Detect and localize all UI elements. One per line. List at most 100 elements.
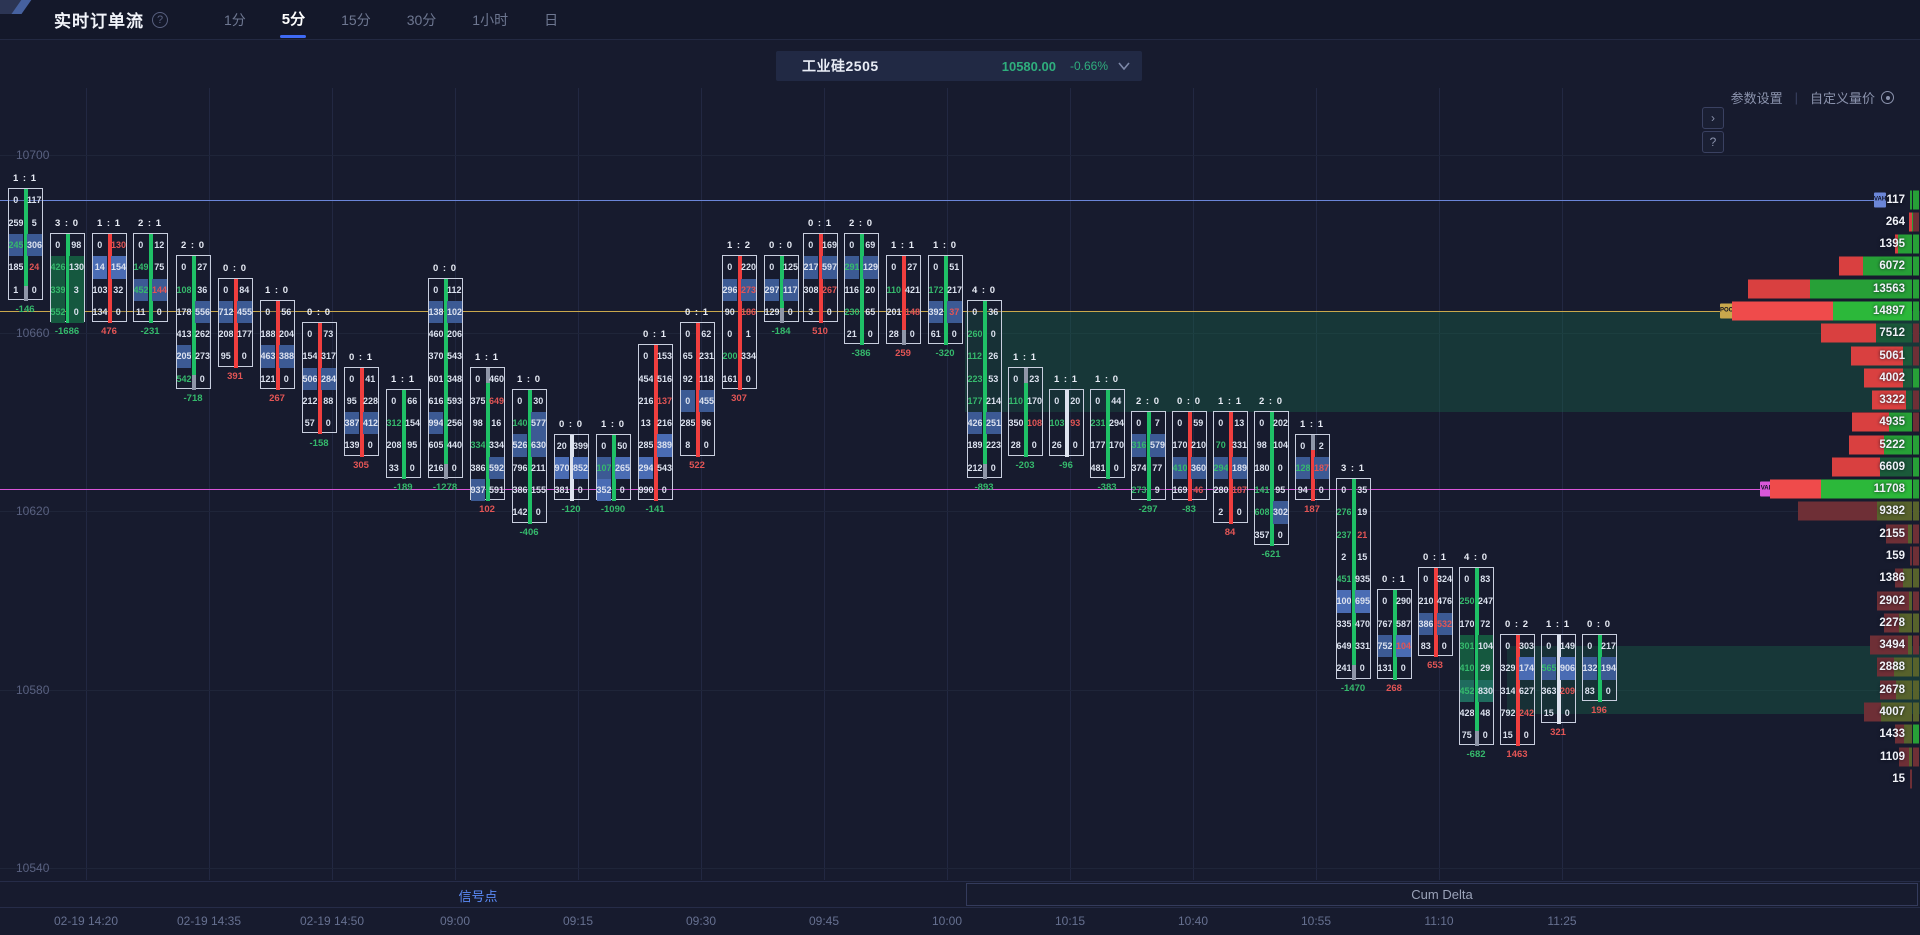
volume-profile-bar-buy (1821, 479, 1912, 499)
volume-profile-bar-sell (1884, 613, 1900, 633)
candle-wick (444, 464, 448, 480)
bid-cell: 95 (220, 351, 231, 362)
tab-timeframe-4[interactable]: 1小时 (472, 11, 509, 28)
cum-delta-panel: Cum Delta (966, 883, 1918, 906)
candle-delta: 187 (1304, 504, 1320, 516)
volume-profile-bar-buy (1895, 680, 1912, 700)
ask-cell: 202 (1273, 418, 1288, 429)
bid-cell: 0 (138, 239, 144, 250)
bid-cell: 792 (1500, 707, 1516, 718)
candle-direction-line (402, 389, 406, 480)
ask-cell: 137 (657, 395, 672, 406)
candle-direction-line (1393, 590, 1397, 680)
volume-profile-value: 4935 (1879, 416, 1905, 429)
candle-footprint: 0 84 712 455 208 177 95 0 (217, 277, 253, 368)
tab-timeframe-2[interactable]: 15分 (341, 11, 371, 28)
candle-header: 1 : 1 (1217, 396, 1243, 408)
volume-profile-value: 6609 (1879, 460, 1905, 473)
candle-header: 2 : 0 (1135, 396, 1161, 408)
tab-timeframe-5[interactable]: 日 (544, 11, 559, 28)
candle-header: 1 : 1 (890, 240, 916, 252)
panel-help-button[interactable]: ? (1702, 131, 1724, 153)
candle-header: 0 : 1 (642, 329, 668, 341)
settings-button[interactable]: 参数设置 (1730, 91, 1783, 106)
candle-direction-line (780, 256, 784, 324)
instrument-price: 10580.00 (1001, 58, 1056, 74)
volume-profile-delta-strip (1913, 212, 1919, 232)
bid-cell: 0 (1300, 440, 1306, 451)
ask-cell: 217 (947, 284, 962, 295)
grid-hline (0, 333, 1920, 335)
ask-cell: 5 (31, 217, 37, 228)
volume-profile-bar-buy (1903, 724, 1912, 744)
ask-cell: 830 (1478, 679, 1493, 702)
candle-footprint: 0 20 103 93 26 0 (1048, 388, 1084, 457)
bid-cell: 410 (1459, 657, 1474, 680)
candle-header: 3 : 1 (1340, 463, 1366, 475)
candle-delta: -621 (1261, 548, 1281, 560)
bid-cell: 357 (1254, 529, 1270, 540)
ask-cell: 66 (407, 395, 418, 406)
bid-cell: 426 (50, 256, 65, 279)
custom-volume-price-button[interactable]: 自定义量价 (1809, 91, 1875, 106)
candle-wick (192, 374, 196, 390)
instrument-selector[interactable]: 工业硅2505 10580.00 -0.66% (776, 51, 1142, 81)
ask-cell: 83 (1480, 574, 1491, 585)
bid-cell: 334 (470, 440, 486, 451)
ask-cell: 331 (1232, 440, 1247, 451)
volume-profile-delta-strip (1913, 256, 1919, 276)
ask-cell: 24 (29, 262, 40, 273)
volume-profile-bar-buy (1902, 346, 1912, 366)
ask-cell: 2 (1318, 440, 1324, 451)
volume-profile-bar-sell (1885, 524, 1908, 544)
bid-cell: 210 (1418, 596, 1434, 607)
signal-points-label[interactable]: 信号点 (458, 889, 498, 904)
tab-timeframe-0[interactable]: 1分 (224, 11, 246, 28)
candle-delta: 84 (1224, 526, 1236, 538)
ask-cell: 170 (1027, 395, 1042, 406)
ask-cell: 228 (363, 395, 378, 406)
candle-header: 1 : 0 (264, 284, 290, 296)
volume-profile-delta-strip (1913, 568, 1919, 588)
candle-footprint: 0 3033291741314627792242 15 0 (1499, 634, 1535, 747)
grid-hline (0, 155, 1920, 156)
tab-timeframe-3[interactable]: 30分 (406, 11, 437, 28)
ask-cell: 46 (1193, 485, 1204, 496)
ask-cell: 36 (988, 306, 999, 317)
bid-cell: 0 (55, 239, 61, 250)
target-icon[interactable] (1881, 91, 1894, 104)
candle-delta: 305 (353, 459, 369, 471)
ask-cell: 0 (1482, 730, 1488, 741)
bid-cell: 0 (1054, 395, 1060, 406)
bid-cell: 0 (1218, 418, 1224, 429)
candle-footprint: 0 149 565 906 363 209 15 0 (1540, 634, 1576, 725)
candle-header: 0 : 1 (684, 307, 710, 319)
level-tag-vah: VAH (1874, 192, 1886, 208)
bid-cell: 392 (928, 300, 943, 324)
bid-cell: 201 (886, 306, 902, 317)
candle-footprint: 20 399 970 852 381 0 (553, 433, 589, 502)
candle-footprint: 0 169 217 597 308 267 3 0 (802, 232, 838, 324)
bid-cell: 387 (344, 412, 359, 435)
candle-footprint: 0 62 65 231 92 118 0 455 285 96 8 0 (679, 322, 715, 457)
grid-vline (1439, 88, 1440, 880)
bid-cell: 241 (1336, 663, 1352, 674)
bid-cell: 2 (1218, 507, 1224, 518)
bid-cell: 212 (302, 395, 318, 406)
collapse-panel-button[interactable]: › (1702, 107, 1724, 129)
ask-cell: 23 (1029, 373, 1040, 384)
ask-cell: 84 (239, 284, 250, 295)
title-help-icon[interactable]: ? (152, 11, 168, 28)
tab-timeframe-1[interactable]: 5分 (278, 0, 309, 40)
bid-cell: 177 (1090, 440, 1106, 451)
bid-cell: 301 (1459, 635, 1474, 658)
ask-cell: 153 (657, 351, 672, 362)
ask-cell: 170 (1109, 440, 1124, 451)
ask-cell: 906 (1560, 657, 1575, 680)
candle-delta: 522 (689, 459, 705, 471)
bid-cell: 216 (428, 462, 444, 473)
volume-profile-delta-strip (1913, 323, 1919, 343)
ask-cell: 0 (990, 329, 996, 340)
orderflow-chart[interactable]: 02-19 14:20 02-19 14:35 02-19 14:50 09:00 09… (0, 40, 1920, 935)
